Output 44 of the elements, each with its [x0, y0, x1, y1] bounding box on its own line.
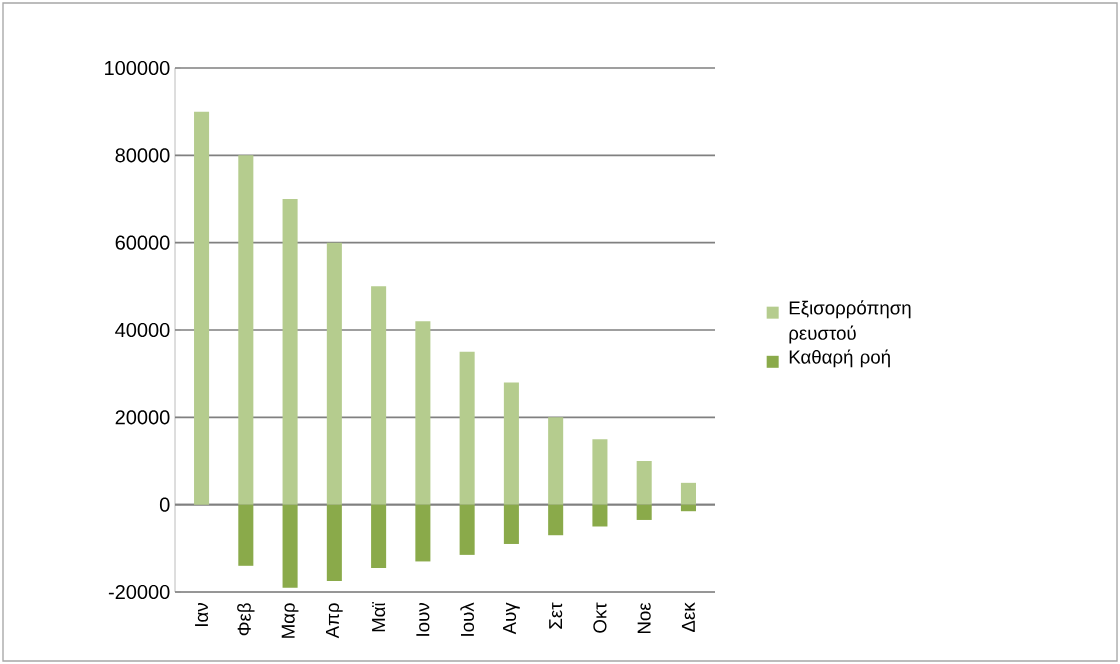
y-tick-label: 0 [159, 497, 170, 512]
bar [282, 199, 298, 505]
x-tick-label: Οκτ [593, 602, 607, 633]
bar [415, 504, 431, 562]
bar [459, 351, 475, 505]
bar [238, 155, 254, 505]
bar [503, 382, 519, 505]
x-tick-label: Μαρ [281, 603, 299, 638]
bar [326, 504, 342, 582]
y-tick-label: 20000 [115, 410, 170, 425]
bar [238, 504, 254, 566]
x-tick-label: Ιουν [416, 603, 430, 636]
x-tick-label: Ιουλ [460, 602, 474, 636]
bar [548, 504, 564, 536]
bar [415, 321, 431, 505]
bar [371, 504, 387, 568]
bar [282, 504, 298, 588]
x-tick-label: Ιαν [195, 603, 209, 626]
legend-label: Καθαρή ροή [789, 349, 890, 368]
x-tick-label: Σετ [549, 602, 563, 629]
legend-label: Εξισορρόπηση ρευστού [789, 300, 911, 344]
x-tick-label: Νοε [637, 602, 651, 634]
y-tick-label: 60000 [115, 235, 170, 250]
x-tick-label: Αυγ [503, 602, 520, 635]
x-tick-label: Φεβ [237, 603, 255, 636]
x-tick-label: Απρ [325, 603, 343, 639]
x-tick-label: Μαϊ [372, 601, 386, 632]
bar [194, 111, 210, 505]
y-tick-label: 100000 [105, 60, 170, 76]
bar [548, 417, 564, 505]
bar [503, 504, 519, 544]
bar [592, 504, 608, 527]
bar [636, 504, 652, 520]
y-tick-label: -20000 [108, 584, 170, 600]
x-tick-label: Δεκ [681, 602, 695, 632]
bar [326, 242, 342, 505]
y-tick-label: 40000 [115, 322, 170, 338]
bar [680, 482, 696, 505]
bar [680, 504, 696, 512]
bar [371, 286, 387, 505]
y-tick-label: 80000 [115, 148, 170, 163]
bar [592, 439, 608, 505]
bar [636, 461, 652, 505]
bar [459, 504, 475, 555]
